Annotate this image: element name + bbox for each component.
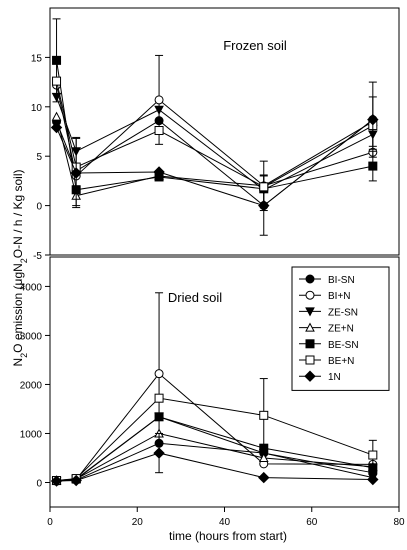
y-tick-label: 10 [31,103,43,114]
data-point [368,450,378,460]
series-ze-n [51,96,378,212]
legend-marker [305,307,315,317]
y-tick-label: 0 [36,478,42,489]
legend-entry-ze-sn: ZE-SN [299,307,358,318]
legend-label: BE-SN [328,340,359,351]
legend-label: 1N [328,372,341,383]
data-point [258,452,269,462]
series-line [56,119,374,207]
y-tick-label: -5 [33,251,42,262]
data-point [367,473,379,486]
data-point [154,126,164,136]
y-tick-label: 15 [31,53,43,64]
series-be-n [52,76,378,192]
data-point [259,410,269,420]
plot-frame [49,7,400,256]
series-line [56,81,374,188]
series-bi-n [52,54,378,191]
x-tick-label: 60 [306,517,318,528]
data-point [154,393,164,403]
legend-entry-1n: 1N [299,370,341,383]
data-point [154,105,164,115]
series-line [56,119,374,207]
y-tick-label: 4000 [20,282,43,293]
data-point [154,412,164,422]
x-axis-label: time (hours from start) [169,529,287,543]
panel-title: Dried soil [168,290,222,305]
y-tick-label: 2000 [20,380,43,391]
series-line [56,84,373,187]
data-point [367,113,379,126]
y-axis-label: N2O emission (μgN2O-N / h / Kg soil) [11,169,29,366]
panel-title: Frozen soil [223,38,287,53]
series-line [56,116,374,197]
data-point [50,121,63,134]
legend-marker [305,339,315,349]
legend-entry-be-sn: BE-SN [299,339,359,351]
legend-label: BI+N [328,291,351,302]
series-ze-sn [51,92,378,206]
data-point [154,95,164,105]
series-ze-sn [51,412,378,487]
data-point [153,166,165,178]
series-line [56,432,373,482]
legend-marker [305,274,315,284]
x-tick-label: 20 [132,517,144,528]
legend-marker [305,322,315,332]
legend-label: BE+N [328,356,354,367]
series-ze-n [51,428,378,486]
legend-entry-be-n: BE+N [299,355,354,367]
series-1n [50,432,379,487]
data-point [70,167,82,179]
y-tick-label: 0 [36,202,42,213]
data-point [51,111,62,121]
legend-label: ZE+N [328,324,354,335]
series-line [56,60,373,191]
x-tick-label: 80 [393,517,405,528]
data-point [259,182,269,192]
dried-soil-panel: 0 1000 2000 3000 4000 0 20 40 60 80 Dried soil [20,256,405,528]
data-point [50,475,63,487]
frozen-soil-panel: -5 0 5 10 15 Frozen soil [31,7,400,262]
legend: BI-SN BI+N ZE-SN ZE+N BE-SN BE+N 1N [291,266,390,391]
legend-marker [305,355,315,365]
legend-marker [304,370,316,382]
legend-label: BI-SN [328,275,355,286]
series-be-sn [52,18,378,195]
data-point [368,161,378,171]
data-point [154,369,164,379]
data-point [258,199,270,212]
legend-entry-bi-sn: BI-SN [299,274,355,286]
data-point [52,76,62,86]
y-tick-label: 3000 [20,331,43,342]
data-point [258,471,270,484]
legend-entry-bi-n: BI+N [299,290,351,302]
legend-label: ZE-SN [328,307,358,318]
x-tick-label: 0 [47,517,53,528]
data-point [52,55,62,65]
series-1n [50,81,379,212]
data-point [70,474,82,487]
y-tick-label: 5 [36,152,42,163]
data-point [153,447,165,459]
legend-entry-ze-n: ZE+N [299,322,354,335]
series-line [56,442,373,482]
x-tick-label: 40 [219,517,231,528]
legend-marker [305,290,315,300]
y-tick-label: 1000 [20,429,43,440]
